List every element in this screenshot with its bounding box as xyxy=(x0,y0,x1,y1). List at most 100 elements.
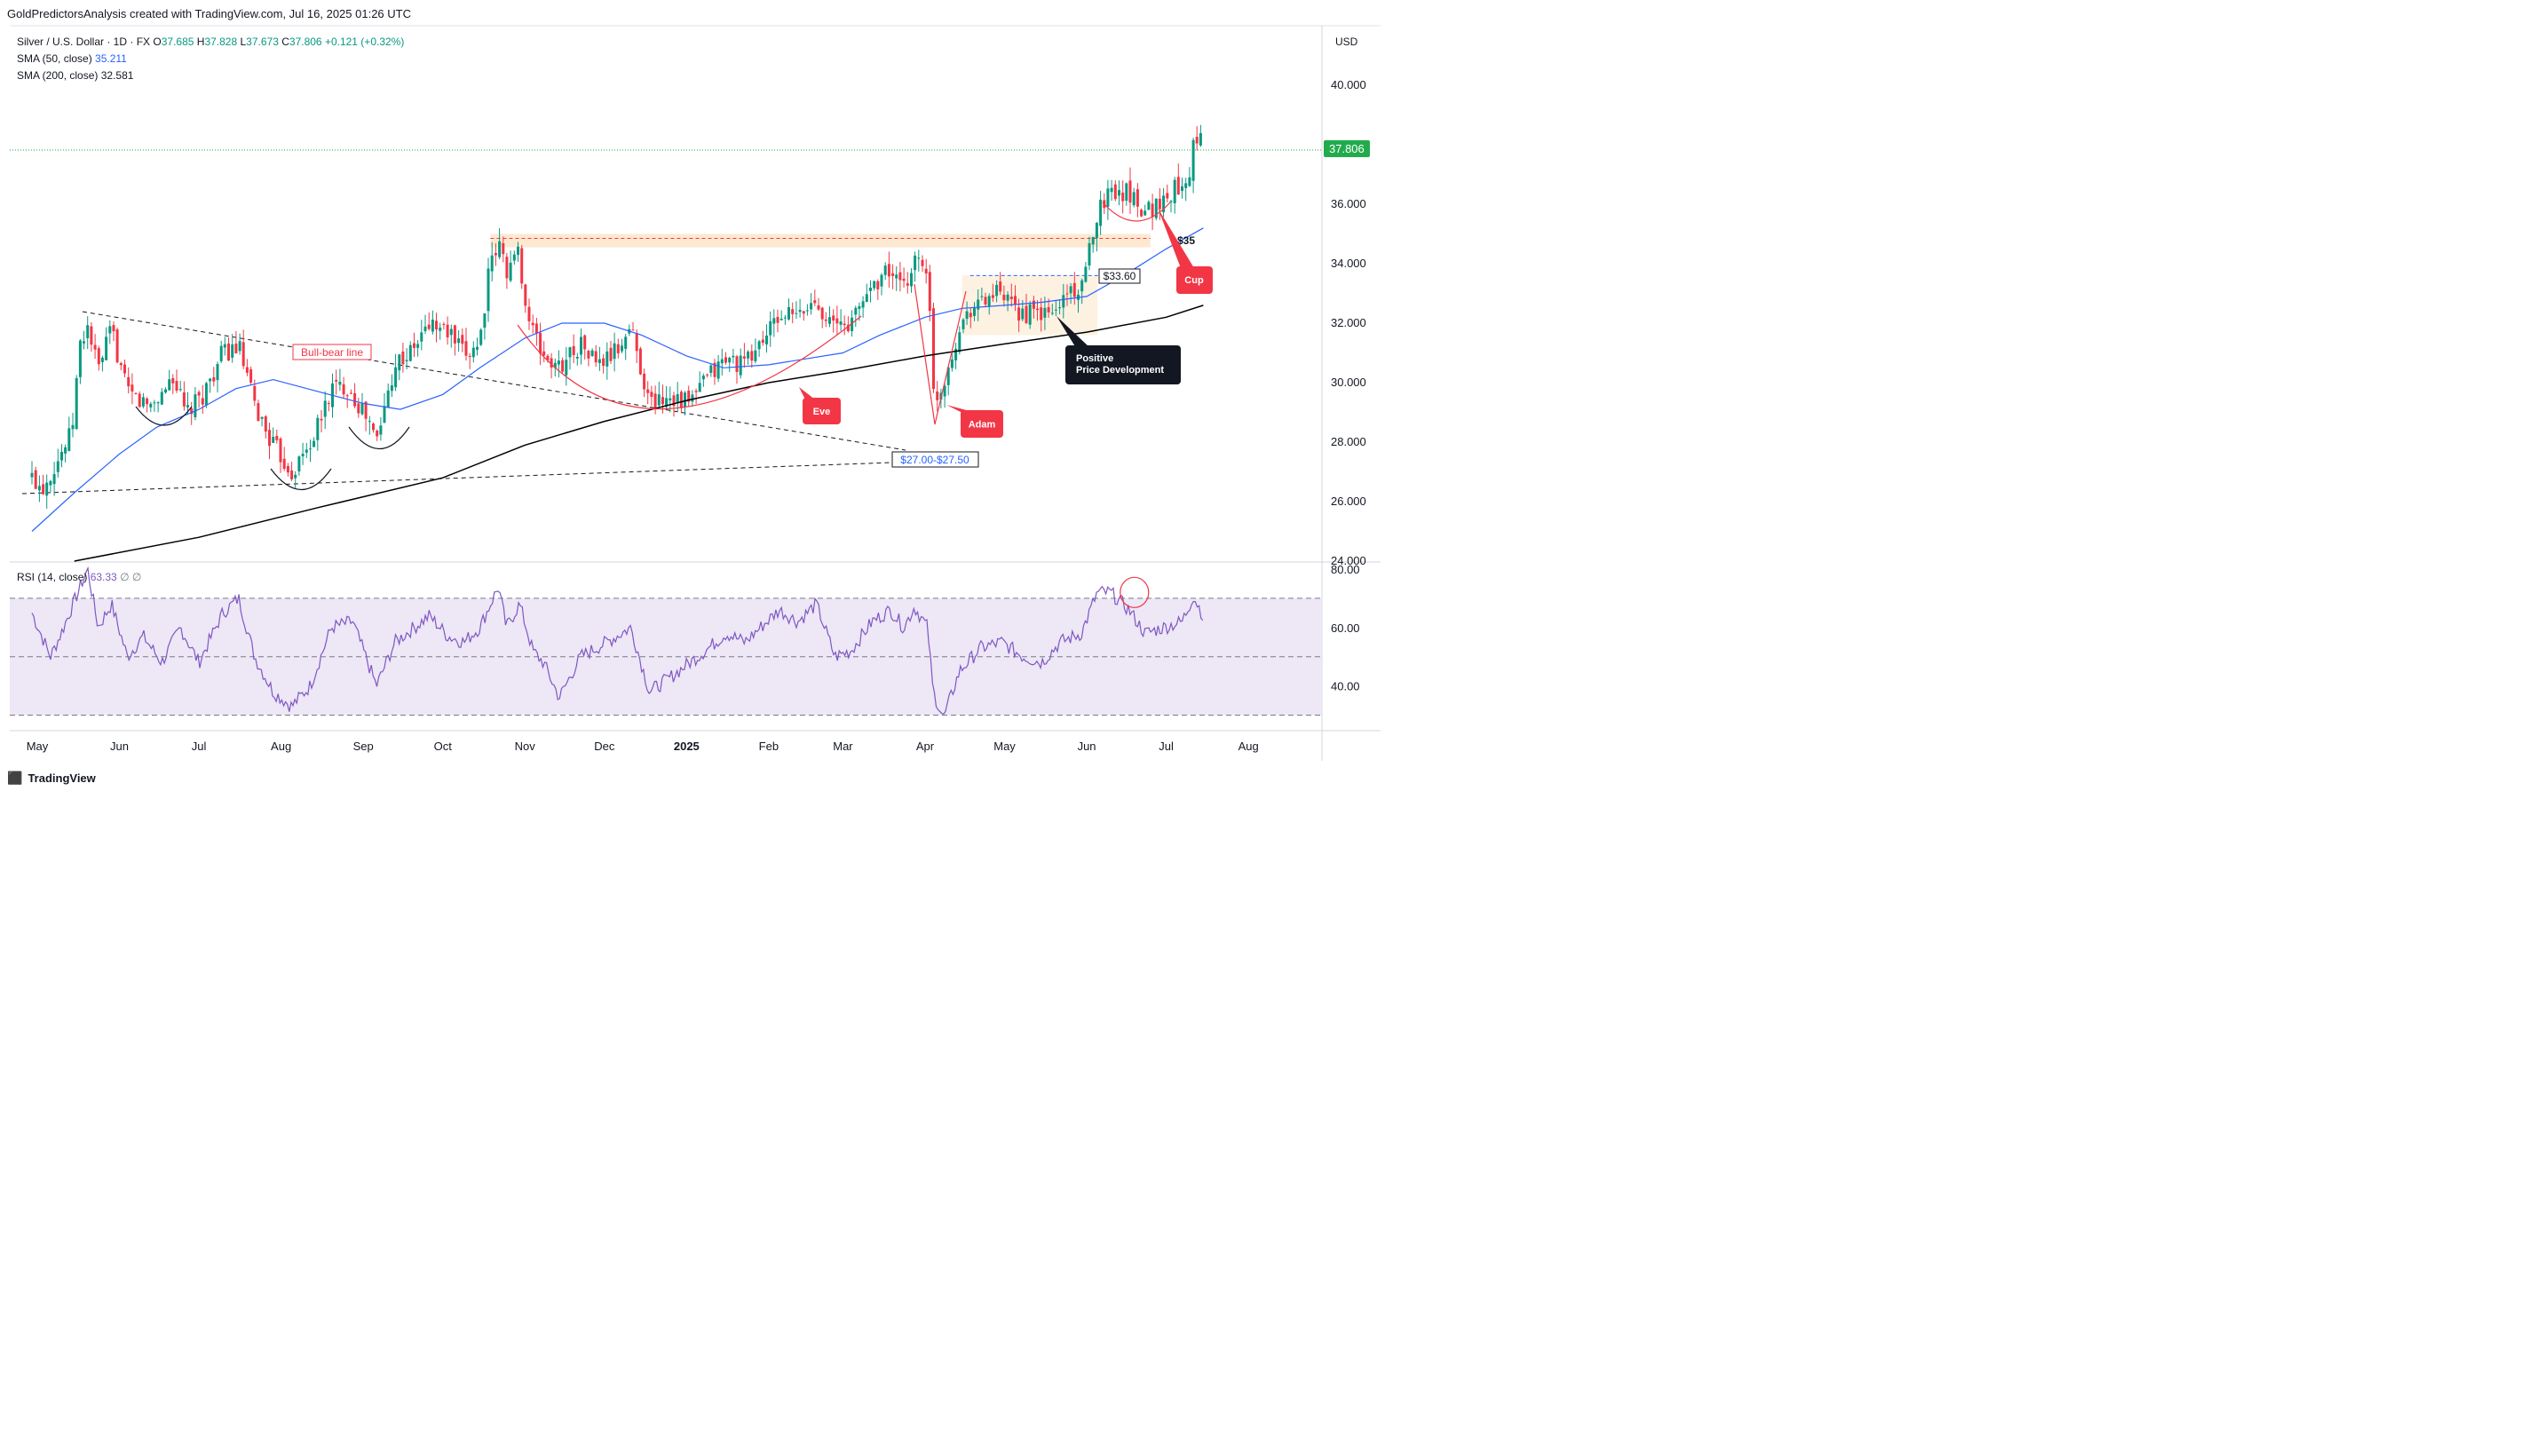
candle-body xyxy=(1140,210,1143,217)
candle-body xyxy=(364,401,368,419)
candle-body xyxy=(1091,236,1095,245)
candle-body xyxy=(305,449,308,453)
candle-body xyxy=(1132,192,1136,206)
candle-body xyxy=(309,448,312,450)
candle-body xyxy=(946,367,950,385)
positive-callout-line: Positive xyxy=(1076,353,1113,364)
bull-bear-label-box xyxy=(292,344,372,360)
candle-body xyxy=(386,390,390,408)
candle-body xyxy=(1088,242,1091,265)
candle-body xyxy=(1151,203,1154,218)
candle-body xyxy=(349,392,352,394)
candle-body xyxy=(906,283,909,286)
sma200-legend-row[interactable]: SMA (200, close) 32.581 xyxy=(17,67,404,84)
candle-body xyxy=(379,425,383,435)
candle-body xyxy=(965,311,969,320)
candle-body xyxy=(846,324,850,331)
candle-body xyxy=(835,318,839,324)
candle-body xyxy=(494,253,497,256)
candle-body xyxy=(401,352,405,365)
candles-layer xyxy=(30,124,1202,509)
candle-body xyxy=(880,274,883,287)
candle-body xyxy=(286,466,289,473)
candle-body xyxy=(93,344,97,350)
candle-body xyxy=(186,405,189,408)
candle-body xyxy=(197,392,201,396)
candle-body xyxy=(212,376,216,382)
candle-body xyxy=(995,284,999,297)
candle-body xyxy=(90,326,93,345)
candle-body xyxy=(572,345,575,355)
candle-body xyxy=(665,398,669,408)
candle-body xyxy=(943,385,946,397)
sma50-legend-row[interactable]: SMA (50, close) 35.211 xyxy=(17,51,404,67)
candle-body xyxy=(950,359,954,368)
candle-body xyxy=(839,321,843,325)
candle-body xyxy=(969,313,972,318)
close-value: 37.806 xyxy=(289,36,322,48)
candle-body xyxy=(37,486,41,491)
sma50-value: 35.211 xyxy=(95,52,127,65)
rsi-label: RSI (14, close) xyxy=(17,571,88,583)
candle-body xyxy=(376,431,379,437)
candle-body xyxy=(1113,184,1117,200)
candle-body xyxy=(257,403,260,422)
candle-body xyxy=(468,356,471,357)
candle-body xyxy=(201,398,204,405)
candle-body xyxy=(813,300,817,304)
candle-body xyxy=(297,456,301,471)
candle-body xyxy=(134,393,138,394)
bull-bear-label: Bull-bear line xyxy=(301,346,363,359)
time-tick-label: Jun xyxy=(110,740,129,753)
candle-body xyxy=(1028,304,1032,325)
candle-body xyxy=(958,332,961,352)
candle-body xyxy=(60,452,63,461)
candle-body xyxy=(75,378,78,429)
candle-body xyxy=(527,306,531,321)
candle-body xyxy=(294,474,297,479)
time-tick-label: Dec xyxy=(594,740,615,753)
candle-body xyxy=(360,403,364,415)
rsi-legend[interactable]: RSI (14, close) 63.33 ∅ ∅ xyxy=(17,571,141,583)
candle-body xyxy=(45,482,49,496)
candle-body xyxy=(583,335,587,350)
currency-label[interactable]: USD xyxy=(1335,36,1358,48)
candle-body xyxy=(716,361,720,379)
candle-body xyxy=(858,305,861,309)
candle-body xyxy=(590,350,594,356)
candle-body xyxy=(483,313,487,328)
candle-body xyxy=(865,294,868,302)
sma200-value: 32.581 xyxy=(100,69,134,82)
candle-body xyxy=(490,255,494,272)
candle-body xyxy=(313,440,316,447)
candle-body xyxy=(587,351,590,359)
symbol-label[interactable]: Silver / U.S. Dollar · 1D · FX xyxy=(17,36,151,48)
candle-body xyxy=(1080,280,1084,292)
candle-body xyxy=(754,350,757,361)
candle-body xyxy=(650,392,653,397)
candle-body xyxy=(1199,133,1202,146)
footer-brand[interactable]: ⬛ TradingView xyxy=(7,771,96,786)
support-line xyxy=(21,462,893,495)
price-tick-label: 40.000 xyxy=(1331,78,1366,91)
sma50-label: SMA (50, close) xyxy=(17,52,92,65)
candle-body xyxy=(887,264,890,277)
price-tick-label: 24.000 xyxy=(1331,554,1366,567)
candle-body xyxy=(335,379,338,382)
candle-body xyxy=(30,472,34,478)
candle-body xyxy=(594,351,597,363)
time-tick-label: Sep xyxy=(353,740,374,753)
trendlines-layer xyxy=(10,149,1322,495)
ohlc-row[interactable]: Silver / U.S. Dollar · 1D · FX O37.685 H… xyxy=(17,34,404,51)
candle-body xyxy=(701,376,705,380)
candle-body xyxy=(750,351,754,361)
candle-body xyxy=(457,338,461,344)
candle-body xyxy=(449,328,453,336)
level-3360-label: $33.60 xyxy=(1104,270,1136,282)
candle-body xyxy=(1025,305,1028,323)
candle-body xyxy=(691,394,694,402)
candle-body xyxy=(869,288,872,291)
candle-body xyxy=(550,358,553,368)
candle-body xyxy=(534,323,538,334)
candle-body xyxy=(190,408,194,415)
